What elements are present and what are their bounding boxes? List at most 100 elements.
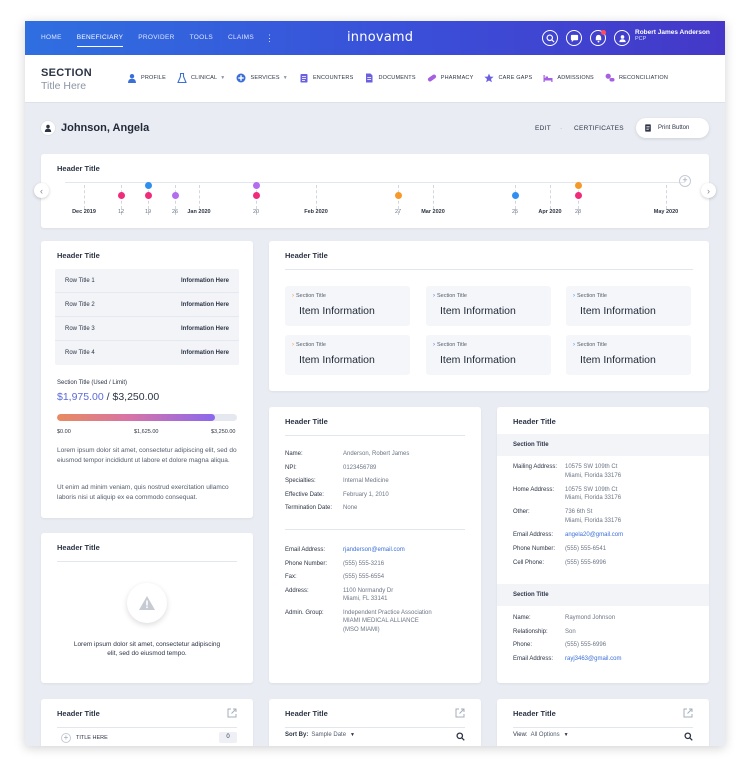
arrow-right-icon: › [433, 342, 435, 348]
email-link[interactable]: angela20@gmail.com [565, 531, 624, 538]
profile-button[interactable] [614, 30, 630, 46]
section-nav-reconciliation[interactable]: RECONCILIATION [605, 73, 668, 83]
sort-dropdown[interactable]: Sort By: Sample Date ▼ [285, 732, 355, 738]
timeline-event-dot[interactable] [252, 181, 260, 189]
timeline-prev-button[interactable]: ‹ [34, 183, 49, 198]
field-label: Mailing Address: [513, 464, 558, 470]
tile-section: › Section Title [573, 342, 607, 348]
notifications-button[interactable] [590, 30, 606, 46]
timeline-tick [121, 211, 122, 215]
timeline-label: May 2020 [653, 209, 679, 215]
patient-name: Johnson, Angela [61, 122, 150, 134]
tile-section-label: Section Title [296, 293, 326, 299]
email-link[interactable]: rjanderson@email.com [343, 547, 405, 553]
top-navigation-bar: HOME BENEFICIARY PROVIDER TOOLS CLAIMS ⋮… [25, 21, 725, 55]
sort-label: Sort By: [285, 732, 309, 738]
timeline-gridline [84, 185, 85, 209]
section-nav-admissions[interactable]: ADMISSIONS [543, 73, 594, 83]
section-nav-services[interactable]: SERVICES ▼ [236, 73, 288, 83]
timeline-label: Apr 2020 [538, 209, 562, 215]
timeline-tick [515, 211, 516, 215]
section-nav-pharmacy[interactable]: PHARMACY [427, 73, 474, 83]
field-label: Other: [513, 509, 530, 515]
nav-provider[interactable]: PROVIDER [138, 34, 175, 41]
main-nav: HOME BENEFICIARY PROVIDER TOOLS CLAIMS ⋮ [41, 21, 289, 55]
timeline-event-dot[interactable] [252, 191, 260, 199]
nav-home[interactable]: HOME [41, 34, 62, 41]
user-info[interactable]: Robert James Anderson PCP [635, 29, 710, 42]
timeline-label: Jan 2020 [187, 209, 211, 215]
search-button[interactable] [542, 30, 558, 46]
timeline-next-button[interactable]: › [701, 183, 716, 198]
usage-label: Section Title (Used / Limit) [57, 380, 128, 386]
timeline-add-button[interactable]: + [679, 175, 691, 187]
timeline-label: 20 [252, 209, 260, 215]
chat-icon [570, 34, 578, 42]
bottom-card-1: Header Title + TITLE HERE 0 [41, 699, 253, 746]
usage-progress-bar [57, 414, 237, 421]
field-label: Relationship: [513, 628, 548, 635]
edit-link[interactable]: EDIT [535, 125, 552, 132]
timeline-axis [65, 182, 685, 183]
timeline-event-dot[interactable] [511, 191, 519, 199]
timeline-event-dot[interactable] [394, 191, 402, 199]
section-nav-documents[interactable]: DOCUMENTS [364, 73, 416, 83]
timeline-event-dot[interactable] [171, 191, 179, 199]
section-nav-clinical[interactable]: CLINICAL ▼ [177, 73, 226, 83]
section-nav-care-gaps[interactable]: CARE GAPS [484, 73, 532, 83]
section-nav-profile[interactable]: PROFILE [127, 73, 166, 83]
messages-button[interactable] [566, 30, 582, 46]
table-row: Row Title 2 Information Here [55, 293, 239, 317]
field-label: Email Address: [285, 547, 326, 553]
print-button[interactable]: Print Button [636, 118, 709, 138]
brand-logo[interactable]: innovamd [347, 30, 414, 45]
tile-info: Item Information [299, 305, 375, 317]
search-icon[interactable] [456, 732, 465, 741]
timeline-label: 25 [511, 209, 519, 215]
section-nav-label: DOCUMENTS [378, 75, 416, 81]
item-tile[interactable]: › Section Title Item Information [566, 335, 691, 375]
item-tile[interactable]: › Section Title Item Information [285, 286, 410, 326]
nav-claims[interactable]: CLAIMS [228, 34, 255, 41]
timeline-label: Feb 2020 [304, 209, 328, 215]
table-row: Row Title 3 Information Here [55, 317, 239, 341]
plus-circle-icon [236, 73, 246, 83]
timeline-event-dot[interactable] [144, 191, 152, 199]
field-value: Anderson, Robert James [343, 451, 410, 457]
item-tile[interactable]: › Section Title Item Information [566, 286, 691, 326]
divider [285, 529, 465, 530]
item-tile[interactable]: › Section Title Item Information [426, 286, 551, 326]
certificates-link[interactable]: CERTIFICATES [574, 125, 624, 132]
nav-beneficiary[interactable]: BENEFICIARY [76, 21, 124, 55]
open-external-icon[interactable] [455, 708, 465, 718]
timeline-event-dot[interactable] [144, 181, 152, 189]
timeline-event-dot[interactable] [117, 191, 125, 199]
open-external-icon[interactable] [227, 708, 237, 718]
email-link[interactable]: rayj3463@gmail.com [565, 655, 622, 662]
section-nav-encounters[interactable]: ENCOUNTERS [299, 73, 354, 83]
tile-info: Item Information [299, 354, 375, 366]
item-tile[interactable]: › Section Title Item Information [426, 335, 551, 375]
field-label: Effective Date: [285, 491, 324, 498]
timeline-gridline [316, 185, 317, 209]
timeline-gridline [550, 185, 551, 209]
field-value: Independent Practice Association [343, 609, 432, 616]
section-nav-label: ADMISSIONS [557, 75, 594, 81]
timeline-event-dot[interactable] [574, 191, 582, 199]
item-tile[interactable]: › Section Title Item Information [285, 335, 410, 375]
open-external-icon[interactable] [683, 708, 693, 718]
arrow-right-icon: › [292, 293, 294, 299]
search-icon[interactable] [684, 732, 693, 741]
nav-tools[interactable]: TOOLS [189, 34, 214, 41]
view-dropdown[interactable]: View: All Options ▼ [513, 732, 569, 738]
chevron-down-icon: ▼ [220, 75, 226, 81]
expand-button[interactable]: + [61, 733, 71, 743]
timeline-label: 28 [574, 209, 582, 215]
more-menu-icon[interactable]: ⋮ [265, 33, 275, 43]
tile-section-label: Section Title [577, 342, 607, 348]
section-nav-label: SERVICES [250, 75, 280, 81]
field-value: Raymond Johnson [565, 615, 616, 621]
field-value: Internal Medicine [343, 478, 389, 484]
timeline-event-dot[interactable] [574, 181, 582, 189]
section-nav-label: ENCOUNTERS [312, 75, 354, 81]
